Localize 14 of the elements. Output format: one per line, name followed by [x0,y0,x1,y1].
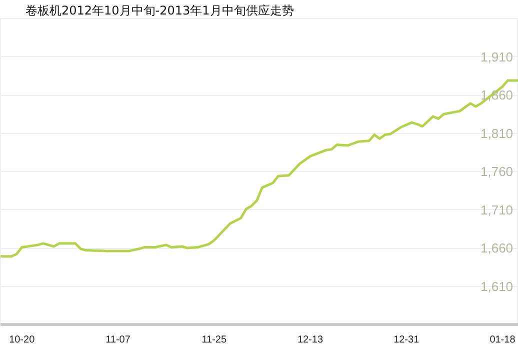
y-tick-label: 1,910 [480,49,514,64]
y-tick-label: 1,760 [480,164,514,179]
x-tick-label: 10-20 [9,334,36,346]
x-tick-label: 01-18 [490,334,516,346]
x-tick-label: 12-13 [297,334,324,346]
y-tick-label: 1,810 [480,126,514,141]
x-tick-label: 12-31 [394,334,420,346]
chart-title: 卷板机2012年10月中旬-2013年1月中旬供应走势 [26,4,294,18]
y-tick-label: 1,710 [480,202,514,218]
x-tick-label: 11-07 [106,334,131,346]
x-tick-label: 11-25 [202,334,227,346]
y-tick-label: 1,660 [480,240,514,256]
y-tick-label: 1,610 [480,278,514,294]
line-series [0,79,518,258]
